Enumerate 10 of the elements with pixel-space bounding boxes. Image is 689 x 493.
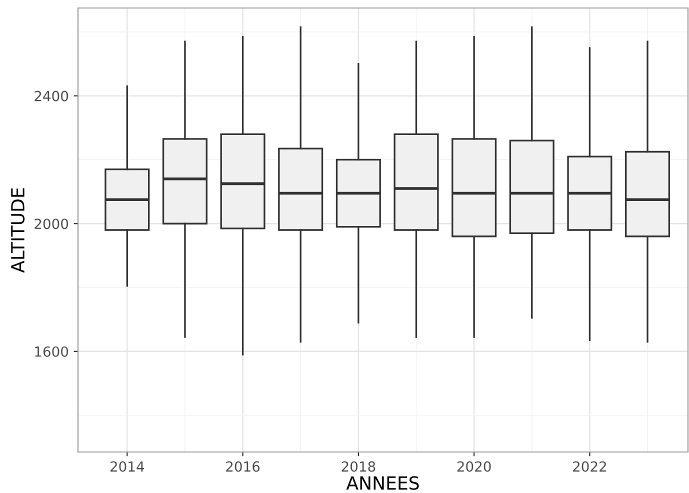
x-tick-label: 2022	[573, 461, 606, 472]
y-axis-title: ALTITUDE	[11, 188, 25, 273]
x-tick-label: 2018	[342, 461, 376, 472]
x-tick-label: 2016	[226, 461, 260, 472]
x-tick-label: 2020	[457, 461, 491, 472]
x-tick-label: 2014	[110, 461, 144, 472]
y-tick-label: 2400	[34, 90, 68, 102]
x-axis-title: ANNEES	[346, 476, 419, 490]
y-tick-label: 2000	[34, 218, 68, 230]
y-tick-label: 1600	[35, 346, 68, 357]
